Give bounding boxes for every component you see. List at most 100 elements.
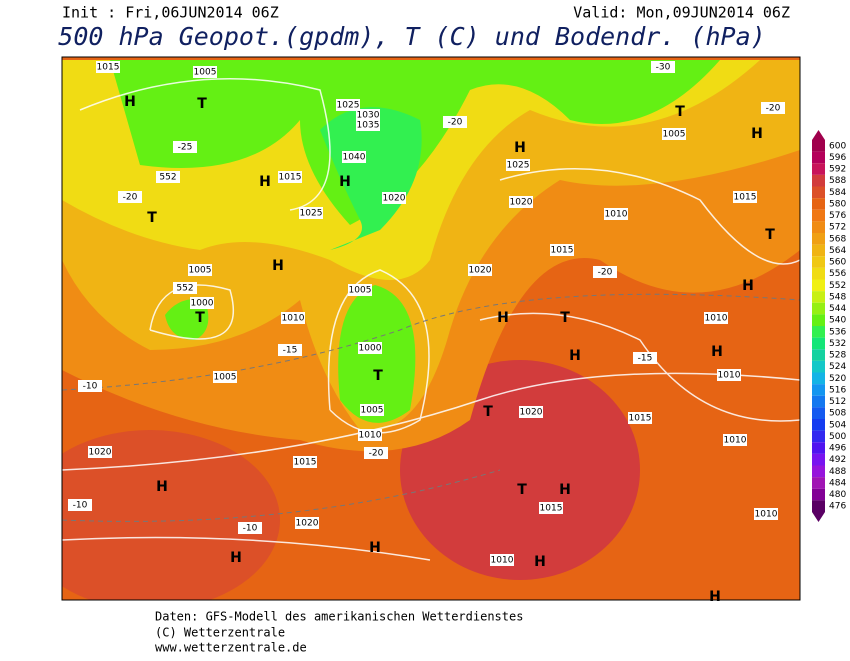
isoline-label: 1005 bbox=[189, 266, 212, 276]
isoline-label: 1020 bbox=[520, 408, 543, 418]
legend-label: 556 bbox=[829, 269, 846, 279]
pressure-center: T bbox=[560, 310, 570, 326]
label-box bbox=[358, 429, 382, 441]
legend-label: 576 bbox=[829, 211, 846, 221]
legend-swatch bbox=[812, 174, 825, 187]
label-box bbox=[550, 244, 574, 256]
map-frame bbox=[61, 56, 801, 601]
legend-swatch bbox=[812, 267, 825, 280]
pressure-center: H bbox=[259, 174, 271, 190]
label-box bbox=[364, 447, 388, 459]
label-box bbox=[506, 159, 530, 171]
isoline-label: 1000 bbox=[191, 299, 214, 309]
legend-swatch bbox=[812, 419, 825, 431]
isoline-label: 1025 bbox=[300, 209, 323, 219]
legend-swatch bbox=[812, 326, 825, 338]
isoline-label: 1015 bbox=[629, 414, 652, 424]
label-box bbox=[628, 412, 652, 424]
label-box bbox=[704, 312, 728, 324]
label-box bbox=[278, 171, 302, 183]
isoline-label: 552 bbox=[159, 173, 176, 183]
legend-label: 492 bbox=[829, 455, 846, 465]
label-box bbox=[193, 66, 217, 78]
label-box bbox=[173, 282, 197, 294]
isoline-label: 1010 bbox=[359, 431, 382, 441]
isoline-label: 1015 bbox=[97, 63, 120, 73]
pressure-center: H bbox=[742, 278, 754, 294]
legend-swatch bbox=[812, 209, 825, 222]
isoline-label: -20 bbox=[369, 449, 384, 459]
isoline-label: 1020 bbox=[383, 194, 406, 204]
isoline-label: 1005 bbox=[663, 130, 686, 140]
label-box bbox=[651, 61, 675, 73]
label-box bbox=[761, 102, 785, 114]
label-box bbox=[238, 522, 262, 534]
legend-label: 476 bbox=[829, 502, 846, 512]
label-box bbox=[78, 380, 102, 392]
pressure-center: H bbox=[156, 479, 168, 495]
legend-swatch bbox=[812, 163, 825, 175]
label-box bbox=[604, 208, 628, 220]
legend-swatch bbox=[812, 360, 825, 373]
legend-swatch bbox=[812, 395, 825, 408]
isoline-label: -20 bbox=[766, 104, 781, 114]
legend-label: 540 bbox=[829, 316, 846, 326]
legend-swatch bbox=[812, 302, 825, 315]
label-box bbox=[356, 109, 380, 121]
label-box bbox=[88, 446, 112, 458]
label-box bbox=[342, 151, 366, 163]
legend-label: 520 bbox=[829, 374, 846, 384]
label-box bbox=[443, 116, 467, 128]
label-box bbox=[299, 207, 323, 219]
label-box bbox=[348, 284, 372, 296]
isoline-label: -10 bbox=[73, 501, 88, 511]
isoline-label: 1010 bbox=[724, 436, 747, 446]
isoline-label: 1025 bbox=[507, 161, 530, 171]
pressure-center: T bbox=[483, 404, 493, 420]
isoline-label: 1010 bbox=[491, 556, 514, 566]
label-box bbox=[118, 191, 142, 203]
isoline-label: 1030 bbox=[357, 111, 380, 121]
legend-label: 504 bbox=[829, 420, 846, 430]
isoline-label: -10 bbox=[243, 524, 258, 534]
legend-label: 544 bbox=[829, 304, 846, 314]
isoline-label: 1010 bbox=[718, 371, 741, 381]
isoline-label: -15 bbox=[283, 346, 298, 356]
isoline-label: 1005 bbox=[361, 406, 384, 416]
footer-url: www.wetterzentrale.de bbox=[155, 641, 307, 655]
pressure-center: H bbox=[514, 140, 526, 156]
legend-swatch bbox=[812, 488, 825, 501]
legend-label: 484 bbox=[829, 478, 846, 488]
map-title: 500 hPa Geopot.(gpdm), T (C) und Bodendr… bbox=[58, 22, 765, 51]
label-box bbox=[156, 171, 180, 183]
pressure-center: T bbox=[517, 482, 527, 498]
label-box bbox=[293, 456, 317, 468]
isoline-label: 1015 bbox=[279, 173, 302, 183]
label-box bbox=[723, 434, 747, 446]
legend-swatch bbox=[812, 372, 825, 385]
pressure-center: H bbox=[272, 258, 284, 274]
isoline-label: 1010 bbox=[755, 510, 778, 520]
isoline-label: -15 bbox=[638, 354, 653, 364]
legend-label: 568 bbox=[829, 234, 846, 244]
valid-time: Valid: Mon,09JUN2014 06Z bbox=[573, 4, 790, 22]
legend-swatch bbox=[812, 256, 825, 268]
isoline-label: 1020 bbox=[469, 266, 492, 276]
isoline-label: 1020 bbox=[296, 519, 319, 529]
isoline-label: 1005 bbox=[194, 68, 217, 78]
legend-label: 592 bbox=[829, 165, 846, 175]
label-box bbox=[717, 369, 741, 381]
isoline-label: 1015 bbox=[294, 458, 317, 468]
legend-swatch bbox=[812, 233, 825, 245]
label-box bbox=[754, 508, 778, 520]
isoline-label: 1025 bbox=[337, 101, 360, 111]
isoline-label: -20 bbox=[123, 193, 138, 203]
pressure-center: H bbox=[497, 310, 509, 326]
label-box bbox=[733, 191, 757, 203]
isoline-label: 1040 bbox=[343, 153, 366, 163]
label-box bbox=[509, 196, 533, 208]
legend-arrow-top bbox=[812, 130, 825, 140]
legend-swatch bbox=[812, 430, 825, 443]
